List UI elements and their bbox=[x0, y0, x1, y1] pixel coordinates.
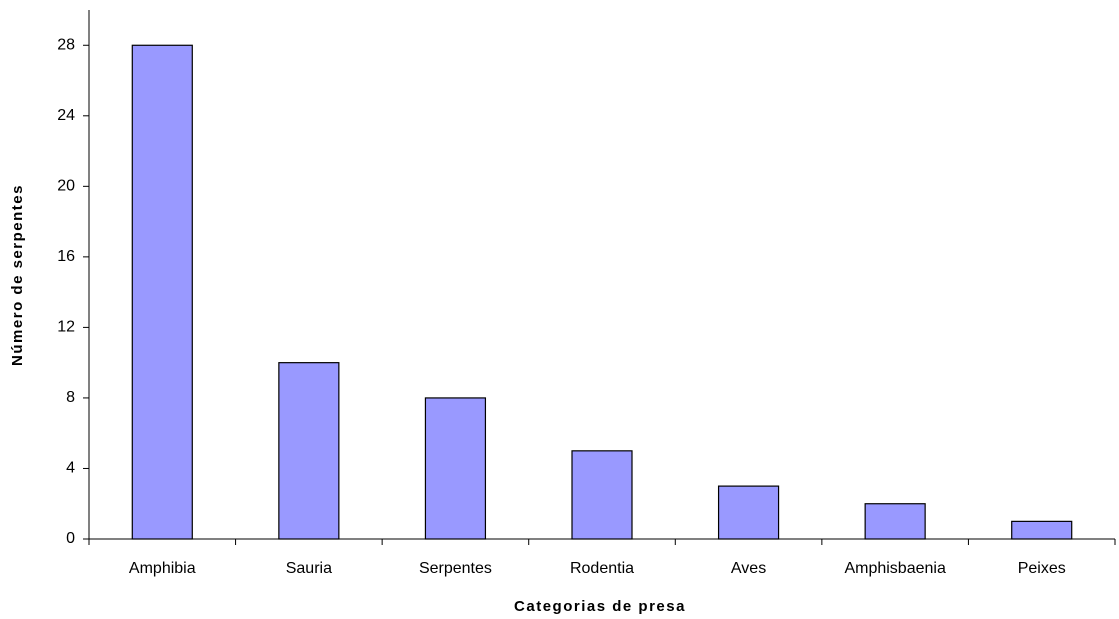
bar bbox=[278, 362, 340, 540]
y-tick-label: 20 bbox=[57, 178, 75, 195]
x-tick-label: Aves bbox=[731, 560, 766, 577]
bar bbox=[131, 44, 193, 540]
bar bbox=[717, 485, 780, 540]
y-tick-label: 4 bbox=[66, 460, 75, 477]
x-tick-label: Amphisbaenia bbox=[844, 560, 946, 577]
y-tick-label: 28 bbox=[57, 36, 75, 53]
y-tick-label: 24 bbox=[57, 107, 75, 124]
y-tick-label: 12 bbox=[57, 319, 75, 336]
x-tick-label: Serpentes bbox=[419, 560, 492, 577]
y-tick-label: 8 bbox=[66, 389, 75, 406]
y-tick-label: 16 bbox=[57, 248, 75, 265]
bar bbox=[864, 503, 926, 540]
x-tick-label: Amphibia bbox=[129, 560, 196, 577]
bar bbox=[571, 450, 633, 540]
x-axis-title: Categorias de presa bbox=[514, 598, 686, 615]
bar bbox=[424, 397, 487, 540]
y-axis-title: Número de serpentes bbox=[9, 184, 26, 366]
y-tick-label: 0 bbox=[66, 530, 75, 547]
x-tick-label: Peixes bbox=[1018, 560, 1066, 577]
x-tick-label: Rodentia bbox=[570, 560, 634, 577]
bar bbox=[1011, 520, 1073, 540]
x-tick-label: Sauria bbox=[286, 560, 332, 577]
